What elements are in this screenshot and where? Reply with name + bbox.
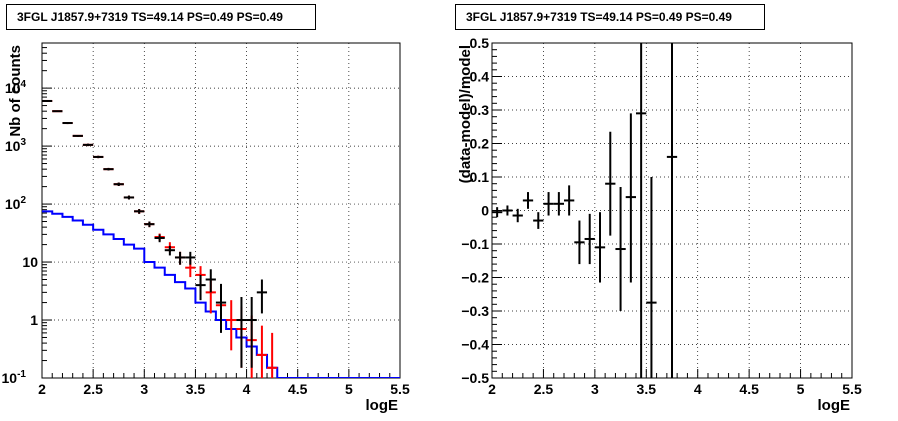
left-y-tick-label: 10: [22, 254, 38, 270]
left-data-point: [246, 296, 257, 368]
right-data-point: [584, 213, 595, 265]
right-y-tick-label: 0.1: [470, 169, 490, 185]
right-y-tick-label: 0.2: [470, 136, 490, 152]
left-x-axis-label: logE: [366, 397, 399, 414]
right-data-point: [615, 187, 626, 311]
right-x-tick-label: 2: [488, 381, 496, 397]
left-y-tick-label: 102: [5, 195, 27, 212]
left-data-point: [215, 283, 227, 333]
right-data-group: [492, 43, 678, 378]
left-data-point: [154, 234, 165, 243]
right-x-tick-label: 3: [591, 381, 599, 397]
right-y-axis-label: (data-model)/model: [457, 45, 474, 183]
left-data-point: [205, 269, 216, 293]
left-data-point: [195, 274, 206, 301]
right-y-tick-label: −0.5: [461, 370, 489, 386]
right-data-point: [646, 177, 657, 378]
left-data-point: [123, 195, 135, 200]
right-x-tick-label: 4.5: [739, 381, 759, 397]
right-x-tick-label: 3.5: [637, 381, 657, 397]
left-chart-title: 3FGL J1857.9+7319 TS=49.14 PS=0.49 PS=0.…: [6, 4, 316, 30]
right-data-point: [502, 205, 513, 216]
right-data-point: [553, 192, 564, 216]
right-y-tick-label: −0.2: [461, 270, 489, 286]
left-data-point: [113, 182, 124, 186]
right-y-tick-label: −0.4: [461, 337, 489, 353]
right-data-point: [574, 220, 585, 265]
right-data-point: [522, 192, 534, 209]
left-data-point: [236, 296, 247, 368]
left-x-tick-label: 3.5: [186, 381, 206, 397]
left-data-point: [185, 251, 196, 265]
left-data-point: [72, 134, 83, 137]
left-data-point: [174, 251, 186, 265]
left-x-tick-label: 4.5: [288, 381, 308, 397]
left-data-point: [256, 325, 268, 378]
right-panel: 2 2.5 3 3.5 4 4.5 5 5.5 −0.5 −0.4 −0.3 −0.2 −0.1 0 0.1…: [457, 35, 862, 414]
left-data-group: [42, 99, 400, 378]
right-x-tick-label: 4: [694, 381, 702, 397]
left-x-tick-label: 5.5: [390, 381, 410, 397]
left-x-tick-label: 5: [345, 381, 353, 397]
left-y-tick-label: 10-1: [2, 369, 27, 386]
left-data-point: [52, 110, 63, 113]
left-data-point: [42, 99, 53, 102]
right-data-point: [512, 208, 523, 223]
left-data-point: [164, 245, 175, 256]
right-y-tick-label: −0.1: [461, 236, 489, 252]
right-data-point: [605, 131, 616, 236]
left-x-tick-label: 3: [140, 381, 148, 397]
right-data-point: [543, 192, 554, 216]
right-data-point: [594, 212, 606, 283]
right-y-tick-label: −0.3: [461, 303, 489, 319]
left-x-tick-label: 2: [38, 381, 46, 397]
right-data-point: [636, 43, 647, 378]
right-chart-title: 3FGL J1857.9+7319 TS=49.14 PS=0.49 PS=0.…: [455, 4, 765, 30]
left-model-step-line: [42, 210, 400, 378]
right-x-axis-label: logE: [818, 397, 851, 414]
right-x-tick-label: 2.5: [534, 381, 554, 397]
left-data-point: [93, 155, 104, 159]
right-data-point: [564, 185, 575, 216]
left-data-point: [256, 279, 268, 314]
right-data-point: [533, 212, 544, 229]
right-data-point: [625, 113, 636, 283]
right-y-tick-label: 0: [481, 203, 489, 219]
right-y-tick-label: 0.4: [470, 69, 490, 85]
left-data-point: [103, 167, 114, 171]
left-data-point: [144, 221, 155, 228]
left-data-point: [134, 209, 145, 214]
left-y-tick-label: 103: [5, 137, 27, 154]
left-data-point: [267, 332, 278, 378]
right-x-tick-label: 5: [797, 381, 805, 397]
left-x-tick-label: 4: [243, 381, 251, 397]
left-panel: 2 2.5 3 3.5 4 4.5 5 5.5 10-1 1 10 102 103 104 logE Nb o…: [2, 42, 410, 414]
right-data-point: [492, 207, 503, 218]
right-y-tick-label: 0.5: [470, 35, 490, 51]
left-data-point: [62, 122, 73, 125]
left-x-tick-label: 2.5: [83, 381, 103, 397]
right-x-tick-label: 5.5: [842, 381, 862, 397]
left-y-tick-label: 104: [5, 79, 27, 96]
right-y-tick-label: 0.3: [470, 102, 490, 118]
left-data-point: [226, 300, 237, 351]
left-y-axis-label: Nb of counts: [7, 45, 24, 137]
left-data-point: [82, 143, 94, 147]
left-y-tick-label: 1: [30, 312, 38, 328]
right-data-point: [666, 43, 678, 378]
